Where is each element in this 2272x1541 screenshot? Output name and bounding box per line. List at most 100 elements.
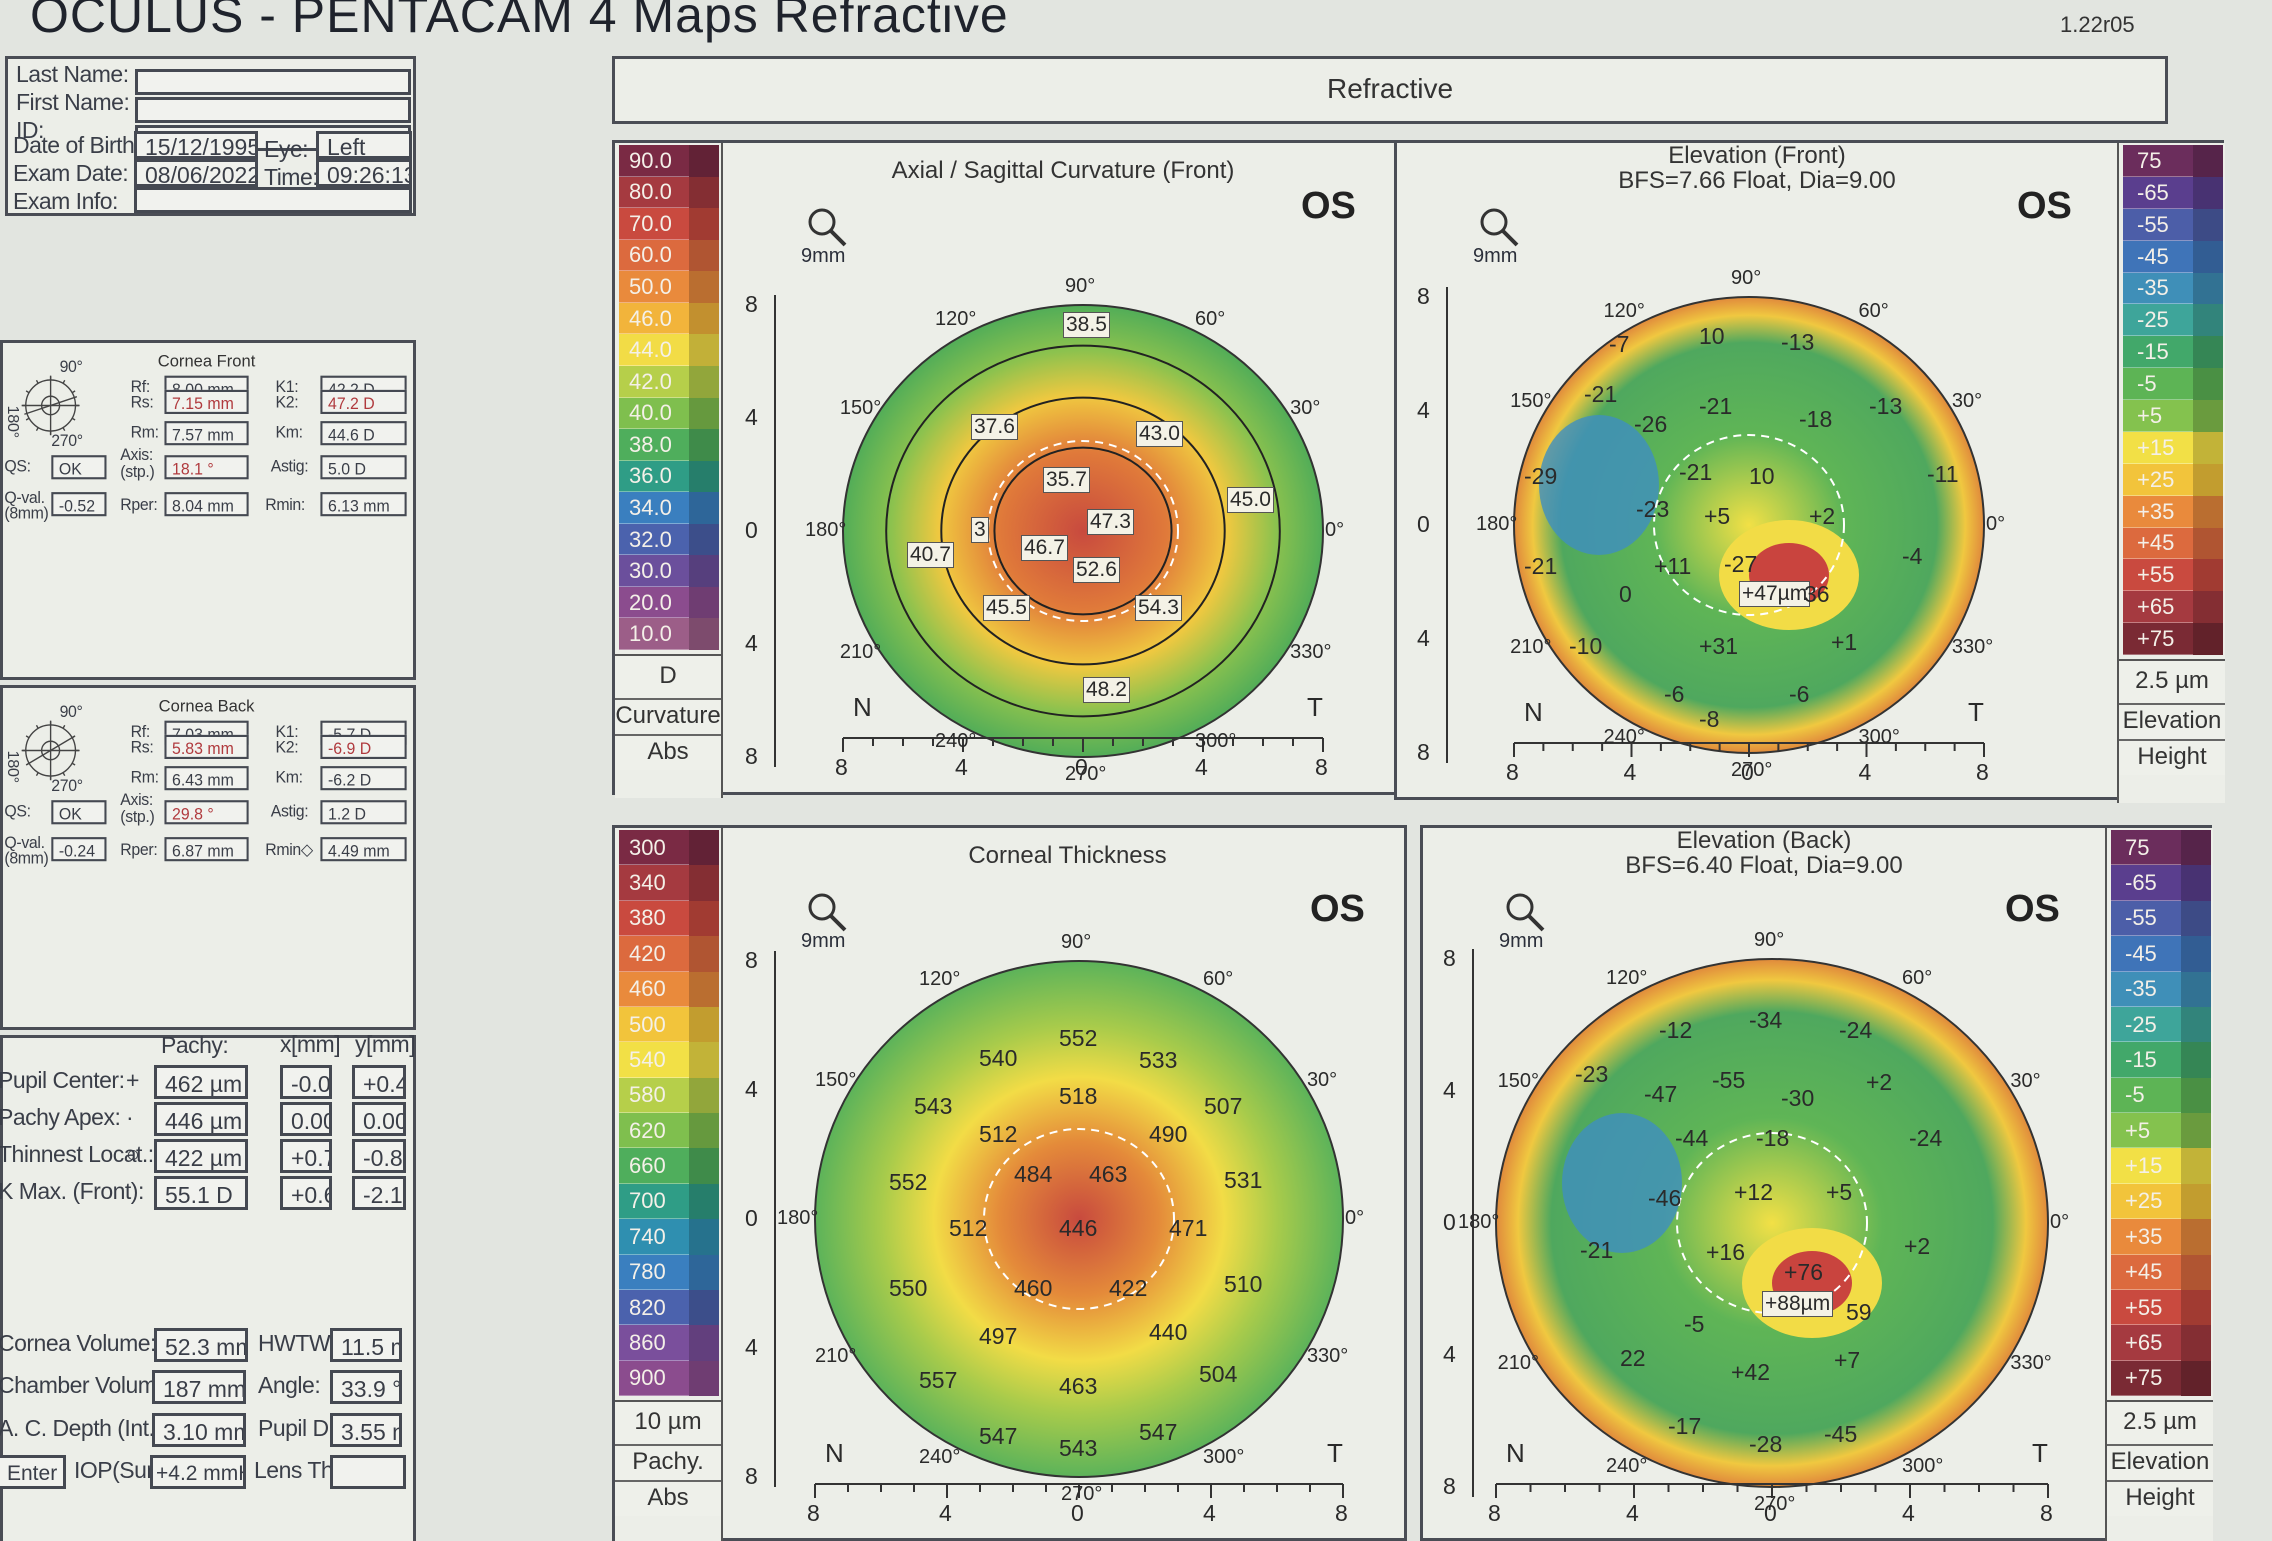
cornea-front-qs-field[interactable]: OK — [51, 455, 107, 480]
x-tick-label: 0 — [1075, 754, 1088, 780]
cornea-back-axis-field[interactable]: 29.8 ° — [164, 800, 249, 825]
chamber-volume-field[interactable]: 187 mm³ — [152, 1370, 246, 1404]
time-field[interactable]: 09:26:13 — [316, 159, 412, 187]
last-name-field[interactable] — [135, 69, 411, 95]
first-name-field[interactable] — [135, 97, 411, 123]
angle-label: 150° — [1510, 390, 1552, 412]
cornea-front-rs-field[interactable]: 7.15 mm — [164, 389, 249, 414]
cornea-back-rmin-field[interactable]: 4.49 mm — [320, 837, 407, 862]
y-tick-label: 8 — [1443, 945, 1456, 971]
pachy-value[interactable]: 422 µm — [154, 1139, 248, 1173]
cornea-back-rs-field[interactable]: 5.83 mm — [164, 734, 249, 759]
scale-value: 30.0 — [629, 558, 672, 584]
cornea-front-rm-field[interactable]: 7.57 mm — [164, 421, 249, 446]
scale-swatch: 30.0 — [619, 555, 689, 587]
scale-swatch-side — [689, 208, 719, 240]
map-value-label: -6 — [1789, 681, 1810, 707]
map-value-label: 497 — [979, 1323, 1018, 1349]
angle-label: 90° — [1065, 275, 1096, 297]
map-value-label: +2 — [1809, 503, 1836, 529]
zoom-control[interactable]: 9mm — [801, 205, 865, 267]
scale-value: +65 — [2137, 594, 2175, 620]
cornea-front-astig-field[interactable]: 5.0 D — [320, 455, 407, 480]
pachy-y-value[interactable]: 0.00 — [352, 1102, 406, 1136]
cornea-back-qs-field[interactable]: OK — [51, 800, 107, 825]
pachy-x-value[interactable]: 0.00 — [280, 1102, 332, 1136]
angle-field[interactable]: 33.9 ° — [330, 1370, 402, 1404]
map-elev-back[interactable]: 75 -65 -55 -45 -35 -25 -15 -5 +5 +15 +25 +35 +45 +55 +… — [1420, 825, 2213, 1541]
map-curvature[interactable]: 90.0 80.0 70.0 60.0 50.0 46.0 44.0 42.0 40.0 38.0… — [612, 140, 1398, 798]
scale-swatch-side — [689, 936, 719, 972]
pachy-value[interactable]: 446 µm — [154, 1102, 248, 1136]
corneal-map-disc — [842, 304, 1324, 758]
enter-iop-button[interactable]: Enter IOP — [0, 1455, 66, 1489]
pachy-x-value[interactable]: +0.63 — [280, 1176, 332, 1210]
scale-value: +35 — [2125, 1223, 2163, 1249]
cornea-back-k2-label: K2: — [275, 737, 299, 757]
lens-th-field[interactable] — [330, 1455, 406, 1489]
scale-swatch-side — [689, 429, 719, 461]
cornea-back-k2-field[interactable]: -6.9 D — [320, 734, 407, 759]
pachy-x-value[interactable]: +0.76 — [280, 1139, 332, 1173]
map-value-label: 45.0 — [1227, 487, 1274, 513]
angle-label: 270° — [1065, 763, 1107, 785]
angle-label: 210° — [839, 641, 882, 663]
color-scale: 75 -65 -55 -45 -35 -25 -15 -5 +5 +15 +25 +35 +45 +55 +… — [2117, 143, 2225, 803]
pachy-y-value[interactable]: -0.82 — [352, 1139, 406, 1173]
cornea-front-axis-field[interactable]: 18.1 ° — [164, 455, 249, 480]
scale-swatch: 32.0 — [619, 523, 689, 556]
zoom-control[interactable]: 9mm — [1473, 205, 1537, 267]
angle-label: 270° — [1731, 759, 1773, 781]
scale-swatch-side — [2181, 1325, 2211, 1361]
map-value-label: 484 — [1014, 1161, 1053, 1187]
cornea-front-k2-field[interactable]: 47.2 D — [320, 389, 407, 414]
cornea-front-rmin-field[interactable]: 6.13 mm — [320, 492, 407, 517]
scale-swatch: 20.0 — [619, 586, 689, 619]
angle-label: 300° — [1195, 730, 1237, 753]
map-elev-front[interactable]: 75 -65 -55 -45 -35 -25 -15 -5 +5 +15 +25 +35 +45 +55 +… — [1394, 140, 2225, 803]
cornea-back-astig-field[interactable]: 1.2 D — [320, 800, 407, 825]
cornea-front-qval-field[interactable]: -0.52 — [51, 492, 107, 517]
ac-depth-field[interactable]: 3.10 mm — [152, 1413, 246, 1447]
angle-label: 120° — [935, 307, 977, 330]
cornea-back-km-field[interactable]: -6.2 D — [320, 766, 407, 791]
dob-field[interactable]: 15/12/1995 — [134, 131, 258, 159]
zoom-control[interactable]: 9mm — [1499, 890, 1563, 952]
pupil-dia-field[interactable]: 3.55 mm — [330, 1413, 402, 1447]
angle-label: 60° — [1195, 307, 1226, 330]
cornea-back-axis-diagram — [21, 720, 80, 781]
cornea-back-rm-field[interactable]: 6.43 mm — [164, 766, 249, 791]
map-thickness[interactable]: 300 340 380 420 460 500 540 580 620 660 700 740 780 8… — [612, 825, 1407, 1541]
cornea-volume-field[interactable]: 52.3 mm³ — [154, 1328, 248, 1362]
hwtw-field[interactable]: 11.5 mm — [330, 1328, 402, 1362]
cornea-front-km-field[interactable]: 44.6 D — [320, 421, 407, 446]
map-value-label: 0 — [1619, 581, 1632, 607]
scale-value: -15 — [2125, 1046, 2157, 1072]
cornea-back-qval-sub: (8mm) — [4, 848, 49, 867]
y-tick-label: 0 — [745, 1205, 758, 1231]
scale-value: 50.0 — [629, 274, 672, 300]
map-value-label: +31 — [1699, 633, 1739, 659]
scale-value: +55 — [2137, 562, 2175, 588]
pachy-value[interactable]: 55.1 D — [154, 1176, 248, 1210]
scale-value: -25 — [2137, 307, 2169, 333]
pachy-y-value[interactable]: +0.44 — [352, 1065, 406, 1099]
zoom-control[interactable]: 9mm — [801, 890, 865, 952]
cornea-front-rper-field[interactable]: 8.04 mm — [164, 492, 249, 517]
temporal-label: T — [1307, 692, 1323, 722]
angle-label: Angle: — [258, 1372, 321, 1398]
exam-info-field[interactable] — [134, 187, 412, 213]
x-tick-label: 8 — [835, 754, 848, 780]
time-label: Time: — [264, 164, 319, 190]
pachy-value[interactable]: 462 µm — [154, 1065, 248, 1099]
pachy-x-value[interactable]: -0.08 — [280, 1065, 332, 1099]
iop-sum-field[interactable]: +4.2 mmHg — [150, 1455, 246, 1489]
pachy-y-value[interactable]: -2.16 — [352, 1176, 406, 1210]
exam-date-field[interactable]: 08/06/2022 — [134, 159, 258, 187]
cornea-back-rper-field[interactable]: 6.87 mm — [164, 837, 249, 862]
pachy-row-label: Pachy Apex: — [0, 1104, 121, 1130]
eye-field[interactable]: Left — [316, 131, 412, 159]
scale-value: 32.0 — [629, 526, 672, 552]
map-value-label: 531 — [1224, 1167, 1263, 1193]
cornea-back-qval-field[interactable]: -0.24 — [51, 837, 107, 862]
